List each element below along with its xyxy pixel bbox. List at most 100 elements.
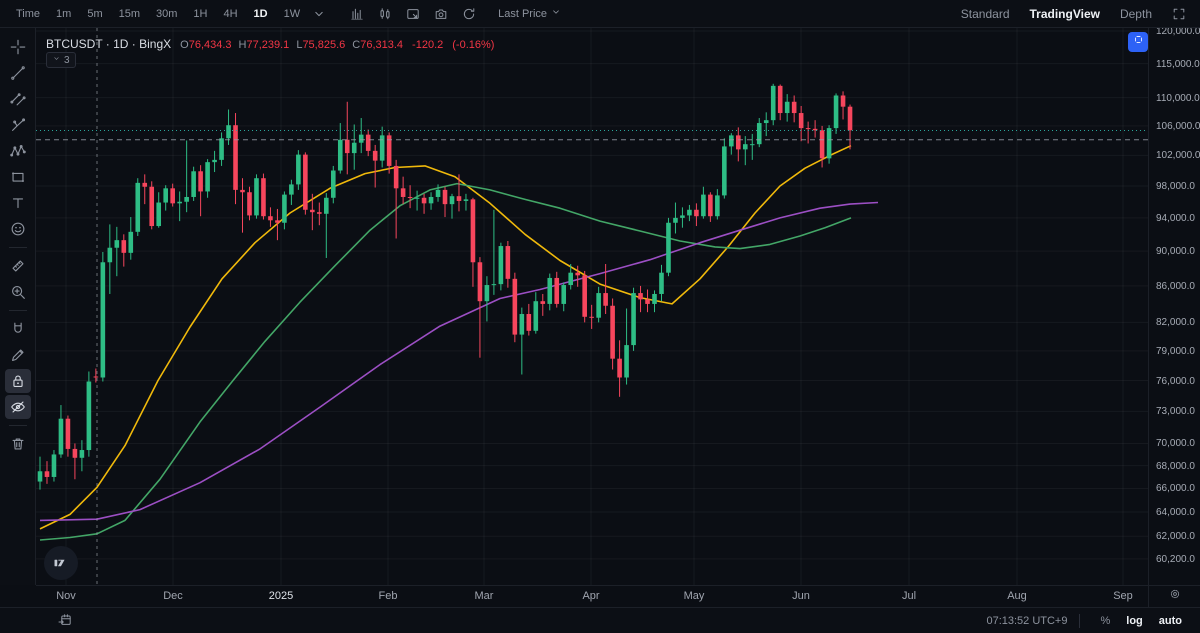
interval-1m[interactable]: 1m [56,7,72,20]
price-tick: 98,000.0 [1156,180,1195,192]
time-axis[interactable]: Nov Dec 2025 Feb Mar Apr May Jun Jul Aug Sep [36,585,1148,607]
pitchfork-icon[interactable] [5,113,31,137]
tradingview-logo[interactable] [44,546,78,580]
interval-30m[interactable]: 30m [156,7,178,20]
price-tick: 68,000.0 [1156,460,1195,472]
change-value: -120.2 [412,39,444,51]
drawing-toolbar [0,28,36,585]
candle-body [498,246,504,285]
candle-body [610,305,615,359]
percent-scale-button[interactable]: % [1100,614,1111,627]
time-tick-jun: Jun [792,590,810,602]
candle-body [184,196,189,202]
axis-settings-corner[interactable] [1148,585,1200,607]
candle-body [645,299,650,304]
candle-body [317,212,322,214]
candle-body [37,471,43,482]
candles-icon[interactable] [374,3,396,25]
ohlc-key-H: H [238,39,247,51]
candle-body [554,277,560,304]
hide-drawings-icon[interactable] [4,395,31,419]
log-scale-button[interactable]: log [1126,614,1143,627]
candle-body [582,275,587,317]
interval-15m[interactable]: 15m [118,7,141,20]
ma-mid-green [39,182,852,541]
emoji-icon[interactable] [5,217,31,241]
candle-body [505,246,511,279]
fullscreen-icon[interactable] [1168,3,1190,25]
interval-1d[interactable]: 1D [253,7,268,20]
rectangle-icon[interactable] [5,165,31,189]
time-tick-nov: Nov [56,590,76,602]
symbol-legend[interactable]: BTCUSDT · 1D · BingX O76,434.3 H77,239.1 L… [46,37,494,51]
candle-body [449,196,455,205]
price-source-dropdown[interactable]: Last Price [498,6,562,21]
indicators-icon[interactable] [346,3,368,25]
mode-tab-standard[interactable]: Standard [960,6,1010,21]
ma-fast-yellow [39,144,852,530]
time-tick-apr: Apr [582,590,600,602]
layout-icon[interactable] [402,3,424,25]
interval-1w[interactable]: 1W [283,7,301,20]
lock-all-icon[interactable] [4,369,31,393]
go-to-date-button[interactable] [54,610,76,632]
candle-body [100,262,106,378]
crosshair-icon[interactable] [5,35,31,59]
maximize-chart-button[interactable] [1128,32,1148,52]
candle-body [170,188,175,204]
time-tick-aug: Aug [1007,590,1027,602]
intervals-chevron-down-icon[interactable] [308,3,330,25]
candle-body [142,182,148,187]
interval-time[interactable]: Time [16,7,41,20]
trend-line-icon[interactable] [5,61,31,85]
focus-square-icon [1132,33,1145,51]
candle-body [847,106,853,131]
candle-body [51,454,57,477]
toolbar-divider [8,247,27,248]
camera-icon[interactable] [430,3,452,25]
auto-scale-button[interactable]: auto [1158,614,1182,627]
candle-body [617,358,622,378]
candle-body [791,101,797,114]
text-icon[interactable] [5,191,31,215]
symbol-title: BTCUSDT · 1D · BingX [46,37,172,51]
candle-body [128,231,134,253]
candle-body [414,197,420,199]
magnet-icon[interactable] [5,317,31,341]
candle-body [596,293,601,318]
chevron-down-icon [550,6,562,21]
ohlc-pair: H77,239.1 [239,37,290,51]
refresh-icon[interactable] [458,3,480,25]
candle-body [58,418,64,455]
interval-5m[interactable]: 5m [87,7,103,20]
zoom-in-icon[interactable] [5,280,31,304]
price-axis[interactable]: 120,000.0 115,000.0 110,000.0 106,000.0 102,… [1148,26,1200,585]
candle-body [393,165,399,189]
candle-body [547,277,553,304]
candle-body [638,293,643,300]
trash-icon[interactable] [5,432,31,456]
interval-4h[interactable]: 4H [223,7,238,20]
ruler-icon[interactable] [5,254,31,278]
candle-body [372,150,378,161]
drawing-lock-icon[interactable] [5,343,31,367]
parallel-channel-icon[interactable] [5,87,31,111]
candle-body [805,128,811,130]
xabcd-pattern-icon[interactable] [5,139,31,163]
chart-mode-tabs: Standard TradingView Depth [961,7,1152,21]
candle-body [324,197,329,214]
candle-body [463,199,469,201]
candle-body [840,95,846,107]
indicators-collapse-toggle[interactable]: 3 [46,52,76,68]
mode-tab-tradingview[interactable]: TradingView [1029,6,1100,21]
mode-tab-depth[interactable]: Depth [1119,6,1152,21]
interval-1h[interactable]: 1H [193,7,208,20]
price-tick: 64,000.0 [1156,507,1195,518]
candle-body [400,188,406,197]
candle-body [491,284,497,286]
candle-body [784,101,790,114]
price-tick: 73,000.0 [1156,406,1195,418]
chevron-down-icon [52,54,61,66]
